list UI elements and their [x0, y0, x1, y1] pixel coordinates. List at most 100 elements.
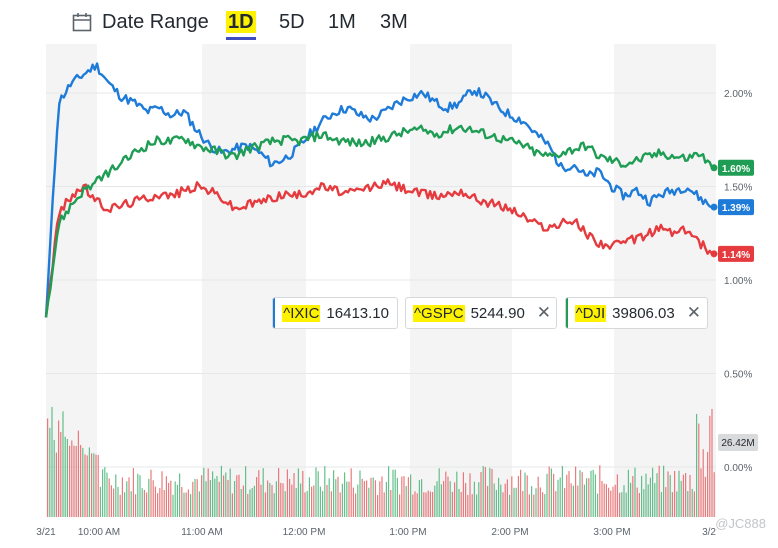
volume-bar: [302, 470, 304, 517]
legend-value-dji: 39806.03: [612, 304, 675, 322]
volume-bar: [201, 475, 203, 517]
volume-bar: [592, 469, 594, 517]
volume-bar: [264, 492, 266, 517]
legend-color-ixic: [273, 298, 276, 328]
volume-bar: [58, 420, 60, 517]
volume-bar: [696, 413, 698, 517]
volume-bar: [148, 478, 150, 517]
volume-bar: [139, 475, 141, 517]
volume-bar: [295, 488, 297, 517]
volume-bar: [432, 491, 434, 517]
volume-bar: [594, 474, 596, 517]
watermark: @JC888: [715, 516, 766, 531]
legend-chip-dji[interactable]: ^DJI 39806.03 ✕: [565, 297, 708, 329]
volume-bar: [95, 454, 97, 517]
volume-bar: [132, 468, 134, 517]
volume-bar: [344, 472, 346, 517]
volume-bar: [588, 478, 590, 517]
series-line-dji: [44, 124, 714, 318]
volume-bar: [610, 490, 612, 517]
volume-bar: [271, 485, 273, 517]
volume-bar: [693, 491, 695, 517]
volume-bar: [256, 477, 258, 517]
tab-3m[interactable]: 3M: [380, 8, 408, 36]
volume-bar: [553, 473, 555, 517]
volume-bar: [495, 489, 497, 517]
legend-chip-ixic[interactable]: ^IXIC 16413.10: [272, 297, 398, 329]
volume-bar: [348, 481, 350, 517]
volume-bar: [394, 469, 396, 517]
volume-bar: [179, 473, 181, 517]
volume-bar: [458, 488, 460, 517]
active-tab-indicator: [226, 37, 256, 40]
volume-bar: [159, 488, 161, 517]
volume-bar: [619, 492, 621, 517]
volume-bar: [590, 470, 592, 517]
volume-bar: [509, 494, 511, 517]
volume-bar: [306, 490, 308, 517]
volume-bar: [304, 492, 306, 517]
volume-bar: [64, 436, 66, 517]
volume-bar: [357, 484, 359, 517]
tab-1d[interactable]: 1D: [226, 8, 256, 40]
volume-bar: [350, 468, 352, 517]
volume-bar: [652, 467, 654, 517]
legend-symbol-dji: ^DJI: [574, 304, 607, 322]
volume-bar: [150, 469, 152, 517]
volume-bar: [71, 440, 73, 517]
volume-bar: [636, 487, 638, 517]
remove-gspc-icon[interactable]: ✕: [536, 303, 552, 322]
volume-bar: [678, 470, 680, 517]
volume-bar: [414, 491, 416, 517]
volume-bar: [586, 478, 588, 517]
series-last-label-bg: [718, 245, 754, 262]
volume-bar: [115, 474, 117, 517]
volume-bar: [236, 475, 238, 517]
volume-bar: [542, 492, 544, 517]
series-last-label-bg: [718, 159, 754, 176]
volume-bar: [702, 449, 704, 517]
volume-bar: [361, 478, 363, 517]
volume-bar: [207, 468, 209, 517]
volume-bar: [220, 465, 222, 517]
volume-bar: [711, 408, 713, 517]
volume-bar: [566, 474, 568, 517]
volume-bar: [128, 477, 130, 517]
remove-dji-icon[interactable]: ✕: [686, 303, 701, 322]
volume-bar: [192, 481, 194, 517]
volume-bar: [612, 486, 614, 517]
legend-chip-gspc[interactable]: ^GSPC 5244.90 ✕: [405, 297, 557, 329]
volume-bar: [575, 466, 577, 517]
volume-bar: [390, 489, 392, 517]
date-range-button[interactable]: Date Range: [72, 8, 209, 36]
volume-bar: [645, 473, 647, 517]
volume-bar: [187, 489, 189, 517]
volume-bar: [535, 488, 537, 517]
volume-bar: [273, 493, 275, 517]
volume-bar: [203, 467, 205, 517]
volume-bar: [449, 481, 451, 517]
volume-bar: [557, 479, 559, 517]
volume-bar: [366, 480, 368, 517]
volume-bar: [245, 466, 247, 517]
volume-bar: [330, 491, 332, 517]
tab-5d[interactable]: 5D: [279, 8, 305, 36]
volume-bar: [282, 483, 284, 517]
volume-bar: [603, 483, 605, 517]
volume-bar: [487, 485, 489, 517]
volume-bar: [531, 486, 533, 517]
volume-bar: [412, 494, 414, 517]
volume-bar: [484, 467, 486, 517]
tab-1m[interactable]: 1M: [328, 8, 356, 36]
volume-bar: [489, 467, 491, 517]
volume-bar: [379, 481, 381, 517]
volume-bar: [707, 452, 709, 517]
volume-bar: [599, 465, 601, 517]
volume-bar: [656, 473, 658, 517]
volume-bar: [381, 476, 383, 517]
tab-1m-label: 1M: [328, 11, 356, 33]
volume-bar: [97, 455, 99, 517]
volume-bar: [500, 484, 502, 517]
volume-bar: [392, 469, 394, 517]
